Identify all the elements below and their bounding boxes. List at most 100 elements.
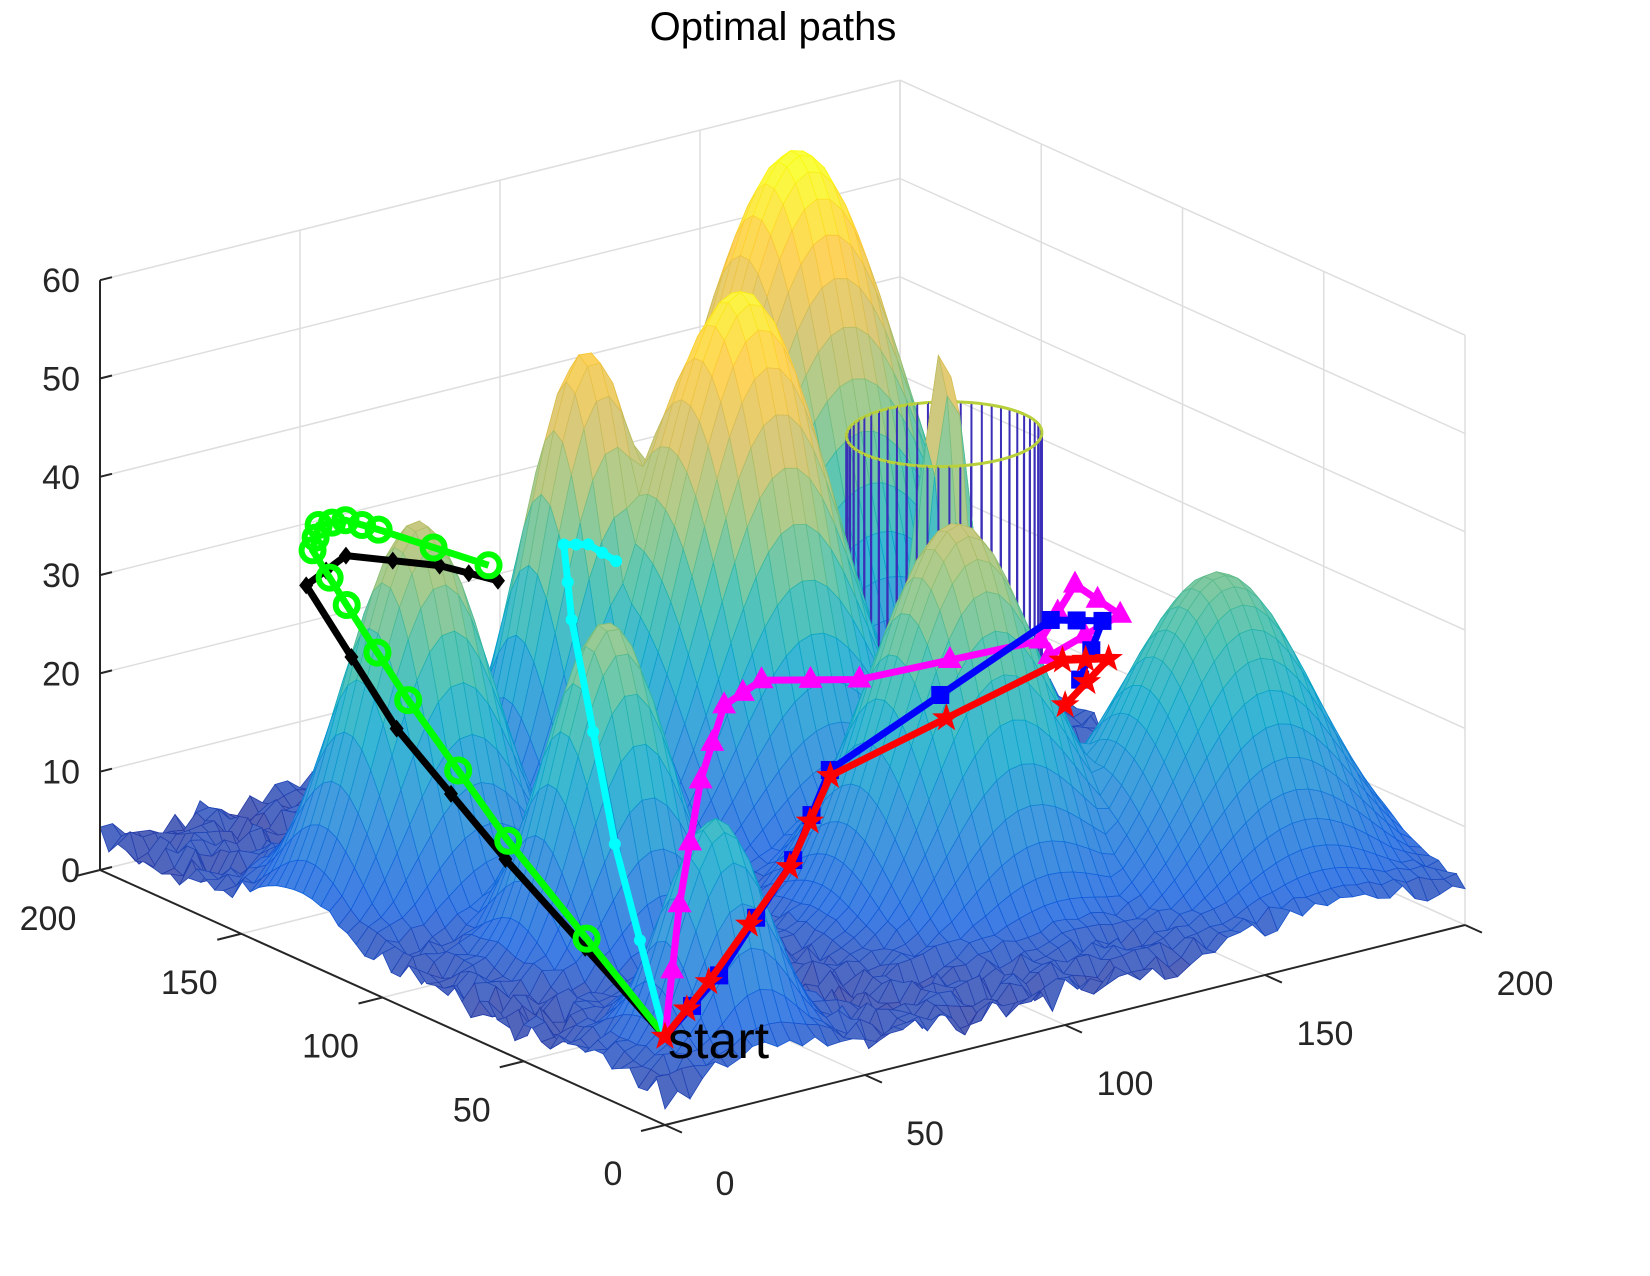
path-marker-triangle	[1108, 600, 1133, 623]
path-marker-triangle	[678, 828, 703, 851]
obstacle-cylinder-rim	[1016, 450, 1025, 456]
obstacle-cylinder-rim	[1036, 437, 1042, 443]
path-marker-square	[1093, 611, 1112, 630]
surface-patch	[655, 1073, 678, 1110]
obstacle-cylinder-rim	[1000, 455, 1010, 462]
path-marker-diamond	[444, 784, 458, 803]
path-marker-circle	[494, 826, 523, 855]
path-marker-star	[775, 851, 804, 880]
optimal-paths	[298, 506, 1133, 1049]
z-tick	[99, 472, 113, 478]
y-tick-label: 0	[604, 1155, 623, 1193]
path-marker-dot	[582, 538, 595, 551]
obstacle-cylinder-rim	[1028, 443, 1036, 450]
x-tick-label: 200	[1497, 965, 1554, 1003]
path-marker-triangle	[712, 691, 737, 714]
path-marker-star	[816, 760, 845, 788]
path-marker-star	[795, 806, 825, 834]
path-marker-triangle	[700, 728, 725, 751]
path-marker-circle	[444, 756, 473, 785]
x-tick	[864, 1074, 883, 1084]
x-tick-label: 0	[716, 1165, 735, 1203]
obstacle-cylinder-rim	[852, 418, 860, 425]
y-tick-label: 100	[302, 1028, 359, 1066]
y-tick	[358, 996, 383, 1005]
path-marker-circle	[364, 515, 393, 544]
obstacle-cylinder-rim	[878, 457, 888, 463]
obstacle-cylinder-rim	[878, 407, 889, 413]
path-marker-circle	[304, 511, 333, 540]
path-marker-triangle	[937, 646, 962, 669]
obstacle-cylinder-rim	[1039, 426, 1044, 432]
z-tick	[99, 571, 113, 577]
obstacle-cylinder-rim	[906, 402, 918, 407]
path-marker-diamond	[389, 719, 404, 738]
obstacle-cylinder-rim	[1029, 415, 1036, 422]
obstacle-cylinder-rim	[896, 403, 908, 409]
path-marker-circle	[348, 510, 377, 539]
obstacle-cylinder-rim	[1009, 407, 1018, 413]
obstacle-cylinder-rim	[1033, 440, 1040, 447]
path-marker-circle	[363, 638, 392, 667]
obstacle-cylinder-rim	[1016, 410, 1025, 416]
obstacle-cylinder-rim	[981, 460, 992, 465]
z-tick	[99, 669, 113, 675]
z-tick-label: 30	[42, 557, 80, 595]
path-marker-circle	[394, 686, 423, 715]
y-tick	[217, 932, 242, 941]
path-marker-star	[1048, 645, 1077, 673]
obstacle-cylinder-rim	[852, 446, 860, 453]
path-marker-dot	[587, 725, 600, 738]
obstacle-cylinder-rim	[857, 449, 865, 456]
path-marker-star	[694, 966, 723, 995]
z-tick	[99, 767, 113, 773]
obstacle-cylinder-rim	[857, 415, 866, 422]
y-tick-label: 200	[20, 900, 77, 938]
surface	[99, 150, 1466, 1110]
obstacle-cylinder-rim	[970, 461, 982, 467]
path-marker-dot	[565, 613, 578, 626]
path-marker-circle	[331, 506, 360, 535]
obstacle-cylinder-rim	[960, 463, 972, 468]
z-tick	[99, 866, 113, 871]
obstacle-cylinder-rim	[896, 461, 907, 467]
obstacle-cylinder-rim	[1033, 419, 1040, 425]
path-marker-diamond	[344, 647, 359, 666]
obstacle-cylinder-rim	[848, 443, 855, 450]
grid-line	[899, 374, 1466, 631]
path-marker-circle	[572, 924, 601, 953]
y-tick-label: 150	[161, 964, 218, 1002]
path-magenta	[660, 570, 1133, 1037]
obstacle-cylinder-rim	[849, 422, 855, 428]
path-marker-dot	[570, 538, 583, 551]
y-tick	[75, 869, 101, 877]
obstacle-cylinder-rim	[1008, 453, 1018, 459]
path-marker-triangle	[798, 665, 823, 688]
path-marker-circle	[419, 533, 448, 562]
obstacle-cylinder-rim	[1039, 433, 1044, 439]
obstacle-cylinder-rim	[870, 455, 880, 461]
obstacle-cylinder-rim	[971, 401, 982, 406]
z-tick-label: 40	[42, 459, 80, 497]
z-tick-label: 10	[42, 754, 80, 792]
obstacle-cylinder-rim	[844, 429, 850, 435]
obstacle-cylinder-rim	[846, 440, 852, 446]
path-marker-star	[672, 994, 702, 1022]
x-tick	[664, 1124, 683, 1134]
path-marker-circle	[474, 551, 503, 580]
path-marker-triangle	[660, 956, 685, 979]
z-tick-label: 60	[42, 262, 80, 300]
path-marker-star	[932, 703, 961, 731]
obstacle-cylinder-rim	[916, 464, 928, 468]
path-marker-square	[931, 685, 950, 704]
path-marker-triangle	[688, 766, 713, 789]
path-marker-circle	[318, 508, 347, 537]
path-marker-square	[1041, 610, 1060, 629]
obstacle-cylinder-rim	[906, 463, 917, 468]
path-marker-triangle	[1085, 585, 1110, 608]
path-marker-diamond	[385, 551, 400, 570]
path-marker-star	[1050, 690, 1080, 718]
obstacle-cylinder-rim	[990, 458, 1001, 464]
obstacle-cylinder-rim	[1037, 422, 1042, 429]
